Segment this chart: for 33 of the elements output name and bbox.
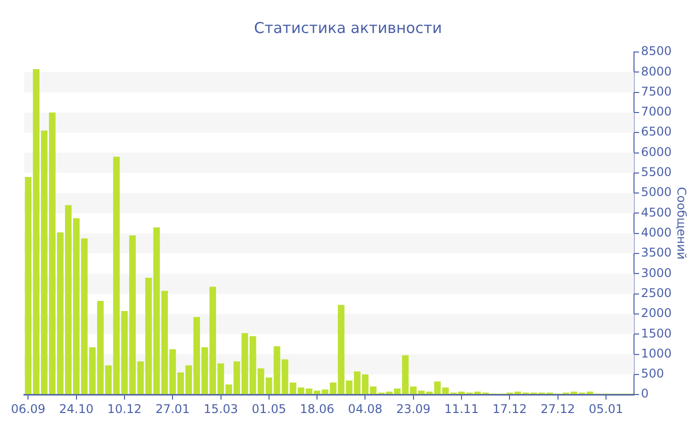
chart-title: Статистика активности (254, 18, 442, 37)
x-tick-label: 11.11 (444, 402, 479, 416)
y-tick-label: 6500 (641, 124, 672, 139)
x-tick-label: 10.12 (107, 402, 142, 416)
y-tick-label: 5000 (641, 185, 672, 200)
y-tick-label: 7500 (641, 84, 672, 98)
x-tick-label: 04.08 (348, 402, 382, 416)
y-tick-label: 1000 (641, 346, 672, 360)
y-tick-label: 5500 (641, 165, 672, 180)
x-tick-label: 27.01 (155, 402, 190, 416)
x-tick-label: 27.12 (540, 402, 576, 416)
y-tick-label: 3500 (641, 246, 672, 260)
y-tick-label: 4000 (641, 226, 672, 240)
y-tick-label: 8500 (641, 44, 672, 58)
y-tick-label: 2000 (641, 306, 672, 320)
y-tick-label: 8000 (641, 64, 672, 78)
x-tick-label: 06.09 (10, 402, 46, 416)
x-tick-label: 17.12 (492, 402, 527, 416)
y-tick-label: 4500 (641, 205, 672, 220)
x-tick-label: 24.10 (59, 402, 94, 416)
y-tick-label: 6000 (641, 144, 672, 159)
y-axis-title: Сообщений (674, 187, 689, 260)
y-tick-label: 500 (641, 366, 664, 381)
x-tick-label: 15.03 (204, 402, 238, 416)
y-tick-label: 0 (641, 386, 649, 401)
x-tick-label: 05.01 (588, 402, 624, 416)
x-tick-label: 23.09 (396, 402, 431, 416)
y-tick-label: 3000 (641, 266, 672, 280)
x-tick-label: 01.05 (252, 402, 286, 416)
x-tick-label: 18.06 (300, 402, 334, 416)
y-tick-label: 2500 (641, 286, 672, 300)
y-tick-label: 7000 (641, 104, 672, 119)
y-tick-label: 1500 (641, 326, 672, 340)
